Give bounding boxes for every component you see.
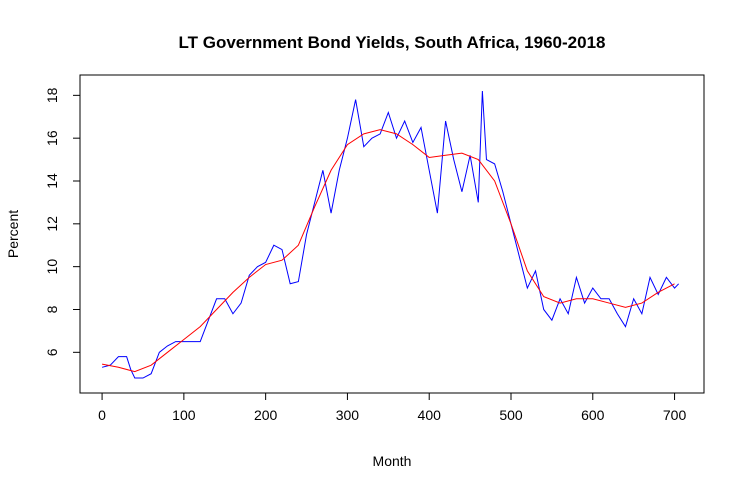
series-line: [101, 129, 675, 373]
x-tick-label: 300: [336, 407, 360, 423]
y-axis-label: Percent: [5, 210, 21, 258]
y-tick-label: 6: [44, 348, 60, 356]
x-axis-label: Month: [373, 453, 412, 469]
y-tick-label: 14: [44, 173, 60, 189]
x-tick-label: 500: [499, 407, 523, 423]
x-tick-label: 0: [98, 407, 106, 423]
y-tick-label: 18: [44, 87, 60, 103]
x-tick-label: 100: [172, 407, 196, 423]
chart-title: LT Government Bond Yields, South Africa,…: [178, 33, 605, 52]
x-tick-label: 700: [663, 407, 687, 423]
x-tick-label: 400: [418, 407, 442, 423]
y-tick-label: 10: [44, 259, 60, 275]
y-tick-label: 16: [44, 130, 60, 146]
x-tick-label: 200: [254, 407, 278, 423]
y-tick-label: 12: [44, 216, 60, 232]
y-tick-label: 8: [44, 305, 60, 313]
x-tick-label: 600: [581, 407, 605, 423]
